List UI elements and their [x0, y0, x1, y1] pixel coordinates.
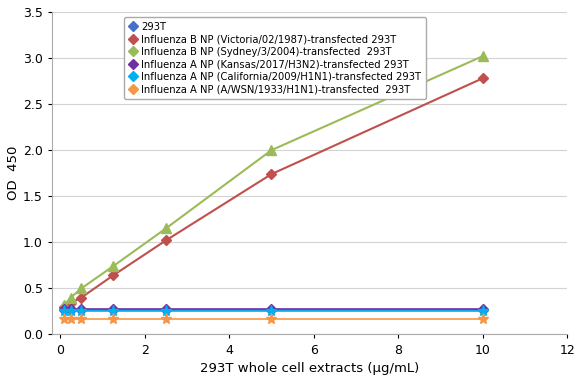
Influenza B NP (Sydney/3/2004)-transfected  293T: [68, 295, 74, 300]
Influenza B NP (Sydney/3/2004)-transfected  293T: [162, 226, 169, 231]
293T: [109, 307, 116, 312]
Influenza A NP (California/2009/H1N1)-transfected 293T: [78, 309, 85, 314]
Influenza A NP (California/2009/H1N1)-transfected 293T: [68, 309, 74, 314]
Influenza B NP (Sydney/3/2004)-transfected  293T: [479, 54, 486, 58]
Influenza B NP (Victoria/02/1987)-transfected 293T: [162, 238, 169, 243]
Influenza B NP (Victoria/02/1987)-transfected 293T: [268, 172, 275, 176]
Influenza B NP (Sydney/3/2004)-transfected  293T: [268, 148, 275, 152]
Line: Influenza A NP (A/WSN/1933/H1N1)-transfected  293T: Influenza A NP (A/WSN/1933/H1N1)-transfe…: [59, 313, 488, 324]
293T: [78, 307, 85, 312]
Influenza A NP (A/WSN/1933/H1N1)-transfected  293T: [68, 317, 74, 321]
Influenza A NP (California/2009/H1N1)-transfected 293T: [479, 309, 486, 314]
Influenza A NP (Kansas/2017/H3N2)-transfected 293T: [479, 306, 486, 311]
Influenza B NP (Sydney/3/2004)-transfected  293T: [61, 303, 68, 307]
Line: 293T: 293T: [61, 306, 486, 313]
Influenza B NP (Victoria/02/1987)-transfected 293T: [479, 76, 486, 81]
Line: Influenza B NP (Victoria/02/1987)-transfected 293T: Influenza B NP (Victoria/02/1987)-transf…: [61, 75, 486, 310]
Influenza A NP (California/2009/H1N1)-transfected 293T: [268, 309, 275, 314]
Influenza A NP (Kansas/2017/H3N2)-transfected 293T: [68, 306, 74, 311]
Influenza A NP (A/WSN/1933/H1N1)-transfected  293T: [162, 317, 169, 321]
Influenza B NP (Victoria/02/1987)-transfected 293T: [78, 295, 85, 300]
Influenza A NP (Kansas/2017/H3N2)-transfected 293T: [268, 306, 275, 311]
Influenza B NP (Victoria/02/1987)-transfected 293T: [61, 304, 68, 309]
Legend: 293T, Influenza B NP (Victoria/02/1987)-transfected 293T, Influenza B NP (Sydney: 293T, Influenza B NP (Victoria/02/1987)-…: [124, 17, 426, 99]
Influenza A NP (Kansas/2017/H3N2)-transfected 293T: [162, 306, 169, 311]
Influenza B NP (Sydney/3/2004)-transfected  293T: [78, 286, 85, 291]
Influenza B NP (Sydney/3/2004)-transfected  293T: [109, 264, 116, 269]
Influenza A NP (Kansas/2017/H3N2)-transfected 293T: [78, 306, 85, 311]
Influenza A NP (A/WSN/1933/H1N1)-transfected  293T: [109, 317, 116, 321]
Influenza A NP (California/2009/H1N1)-transfected 293T: [109, 309, 116, 314]
Influenza B NP (Victoria/02/1987)-transfected 293T: [68, 301, 74, 306]
Y-axis label: OD  450: OD 450: [7, 146, 20, 201]
Influenza A NP (A/WSN/1933/H1N1)-transfected  293T: [479, 317, 486, 321]
Influenza A NP (California/2009/H1N1)-transfected 293T: [162, 309, 169, 314]
293T: [268, 307, 275, 312]
Line: Influenza B NP (Sydney/3/2004)-transfected  293T: Influenza B NP (Sydney/3/2004)-transfect…: [59, 51, 488, 310]
Influenza A NP (A/WSN/1933/H1N1)-transfected  293T: [61, 317, 68, 321]
293T: [61, 307, 68, 312]
Influenza A NP (A/WSN/1933/H1N1)-transfected  293T: [268, 317, 275, 321]
293T: [479, 307, 486, 312]
X-axis label: 293T whole cell extracts (μg/mL): 293T whole cell extracts (μg/mL): [200, 362, 419, 375]
293T: [162, 307, 169, 312]
293T: [68, 307, 74, 312]
Influenza B NP (Victoria/02/1987)-transfected 293T: [109, 273, 116, 278]
Influenza A NP (Kansas/2017/H3N2)-transfected 293T: [109, 306, 116, 311]
Influenza A NP (A/WSN/1933/H1N1)-transfected  293T: [78, 317, 85, 321]
Influenza A NP (Kansas/2017/H3N2)-transfected 293T: [61, 306, 68, 311]
Line: Influenza A NP (Kansas/2017/H3N2)-transfected 293T: Influenza A NP (Kansas/2017/H3N2)-transf…: [61, 305, 486, 312]
Line: Influenza A NP (California/2009/H1N1)-transfected 293T: Influenza A NP (California/2009/H1N1)-tr…: [59, 306, 488, 317]
Influenza A NP (California/2009/H1N1)-transfected 293T: [61, 309, 68, 314]
